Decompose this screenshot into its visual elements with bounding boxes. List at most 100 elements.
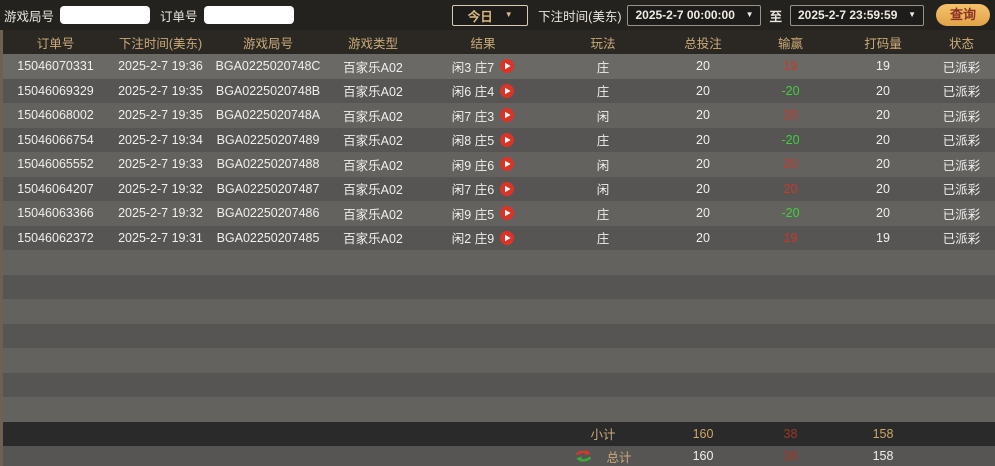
- cell-game-type: 百家乐A02: [343, 232, 403, 247]
- cell-total-bet: 20: [696, 157, 710, 172]
- result-text: 闲6 庄4: [451, 85, 495, 100]
- table-row[interactable]: 15046062372 2025-2-7 19:31 BGA0225020748…: [3, 225, 995, 250]
- refresh-icon[interactable]: [574, 449, 593, 463]
- cell-play: 庄: [596, 85, 610, 100]
- cell-winloss: -20: [781, 83, 800, 98]
- cell-winloss: 20: [783, 108, 798, 123]
- table-row[interactable]: 15046063366 2025-2-7 19:32 BGA0225020748…: [3, 201, 995, 226]
- query-button[interactable]: 查询: [936, 4, 990, 26]
- cell-game-type: 百家乐A02: [343, 183, 403, 198]
- date-range-select[interactable]: 今日 ▼: [452, 4, 529, 26]
- table-row[interactable]: 15046068002 2025-2-7 19:35 BGA0225020748…: [3, 103, 995, 128]
- cell-result: 闲7 庄6: [423, 179, 543, 198]
- cell-result: 闲9 庄5: [423, 204, 543, 223]
- cell-result: 闲8 庄5: [423, 130, 543, 149]
- cell-turnover: 20: [876, 132, 890, 147]
- cell-result: 闲3 庄7: [423, 57, 543, 76]
- table-row[interactable]: 15046064207 2025-2-7 19:32 BGA0225020748…: [3, 176, 995, 201]
- start-time-value: 2025-2-7 00:00:00: [635, 8, 735, 22]
- table-row-empty: [3, 274, 995, 299]
- order-no-label: 订单号: [160, 9, 198, 24]
- table-row[interactable]: 15046070331 2025-2-7 19:36 BGA0225020748…: [3, 54, 995, 79]
- table-row-empty: [3, 397, 995, 422]
- cell-round-id: BGA02250207487: [216, 181, 320, 196]
- cell-game-type: 百家乐A02: [343, 85, 403, 100]
- cell-order-id: 15046065552: [17, 157, 94, 172]
- subtotal-winloss: 38: [783, 426, 798, 441]
- play-icon[interactable]: [500, 83, 515, 98]
- play-icon[interactable]: [500, 230, 515, 245]
- cell-turnover: 20: [876, 157, 890, 172]
- subtotal-turnover: 158: [872, 426, 894, 441]
- cell-turnover: 20: [876, 83, 890, 98]
- cell-bet-time: 2025-2-7 19:33: [118, 157, 203, 172]
- cell-round-id: BGA02250207488: [216, 157, 320, 172]
- cell-round-id: BGA02250207486: [216, 206, 320, 221]
- cell-total-bet: 20: [696, 83, 710, 98]
- cell-game-type: 百家乐A02: [343, 134, 403, 149]
- cell-play: 闲: [596, 183, 610, 198]
- header-result: 结果: [470, 36, 496, 51]
- cell-total-bet: 20: [696, 108, 710, 123]
- cell-turnover: 19: [876, 59, 890, 74]
- cell-round-id: BGA02250207489: [216, 132, 320, 147]
- table-row[interactable]: 15046066754 2025-2-7 19:34 BGA0225020748…: [3, 127, 995, 152]
- game-round-label: 游戏局号: [4, 9, 55, 24]
- table-row-empty: [3, 299, 995, 324]
- cell-result: 闲9 庄6: [423, 155, 543, 174]
- cell-status: 已派彩: [942, 134, 981, 149]
- cell-play: 庄: [596, 60, 610, 75]
- play-icon[interactable]: [500, 108, 515, 123]
- header-status: 状态: [948, 36, 974, 51]
- cell-turnover: 20: [876, 108, 890, 123]
- cell-status: 已派彩: [942, 232, 981, 247]
- cell-order-id: 15046062372: [17, 230, 94, 245]
- cell-winloss: 19: [783, 230, 798, 245]
- cell-status: 已派彩: [942, 85, 981, 100]
- total-winloss: 38: [783, 449, 798, 463]
- cell-total-bet: 20: [696, 181, 710, 196]
- table-row[interactable]: 15046069329 2025-2-7 19:35 BGA0225020748…: [3, 78, 995, 103]
- cell-total-bet: 20: [696, 59, 710, 74]
- play-icon[interactable]: [500, 132, 515, 147]
- cell-play: 庄: [596, 207, 610, 222]
- cell-game-type: 百家乐A02: [343, 109, 403, 124]
- table-row-empty: [3, 250, 995, 275]
- result-text: 闲3 庄7: [451, 60, 495, 75]
- result-text: 闲8 庄5: [451, 134, 495, 149]
- play-icon[interactable]: [500, 59, 515, 74]
- total-label: 总计: [606, 450, 632, 465]
- cell-total-bet: 20: [696, 230, 710, 245]
- cell-order-id: 15046069329: [17, 83, 94, 98]
- cell-winloss: 19: [783, 59, 798, 74]
- cell-winloss: -20: [781, 132, 800, 147]
- total-label-cell: 总计: [543, 447, 663, 466]
- table-header-row: 订单号 下注时间(美东) 游戏局号 游戏类型 结果 玩法 总投注 输赢 打码量 …: [3, 30, 995, 54]
- cell-play: 庄: [596, 134, 610, 149]
- end-time-select[interactable]: 2025-2-7 23:59:59 ▼: [790, 4, 924, 26]
- cell-order-id: 15046066754: [17, 132, 94, 147]
- result-text: 闲2 庄9: [451, 232, 495, 247]
- result-text: 闲9 庄5: [451, 207, 495, 222]
- to-label: 至: [769, 9, 782, 24]
- cell-winloss: 20: [783, 157, 798, 172]
- cell-game-type: 百家乐A02: [343, 207, 403, 222]
- game-round-input[interactable]: [60, 6, 151, 24]
- header-winloss: 输赢: [777, 36, 803, 51]
- cell-winloss: 20: [783, 181, 798, 196]
- toolbar: 游戏局号 订单号 今日 ▼ 下注时间(美东) 2025-2-7 00:00:00…: [0, 0, 995, 30]
- cell-round-id: BGA0225020748B: [215, 83, 321, 98]
- play-icon[interactable]: [500, 206, 515, 221]
- order-no-input[interactable]: [203, 6, 294, 24]
- cell-winloss: -20: [781, 206, 800, 221]
- chevron-down-icon: ▼: [745, 10, 754, 19]
- total-turnover: 158: [872, 449, 894, 463]
- total-total-bet: 160: [692, 449, 714, 463]
- play-icon[interactable]: [500, 157, 515, 172]
- table-row[interactable]: 15046065552 2025-2-7 19:33 BGA0225020748…: [3, 152, 995, 177]
- result-text: 闲9 庄6: [451, 158, 495, 173]
- play-icon[interactable]: [500, 181, 515, 196]
- start-time-select[interactable]: 2025-2-7 00:00:00 ▼: [627, 4, 762, 26]
- total-row: 总计 160 38 158: [3, 445, 995, 466]
- cell-round-id: BGA0225020748C: [215, 59, 321, 74]
